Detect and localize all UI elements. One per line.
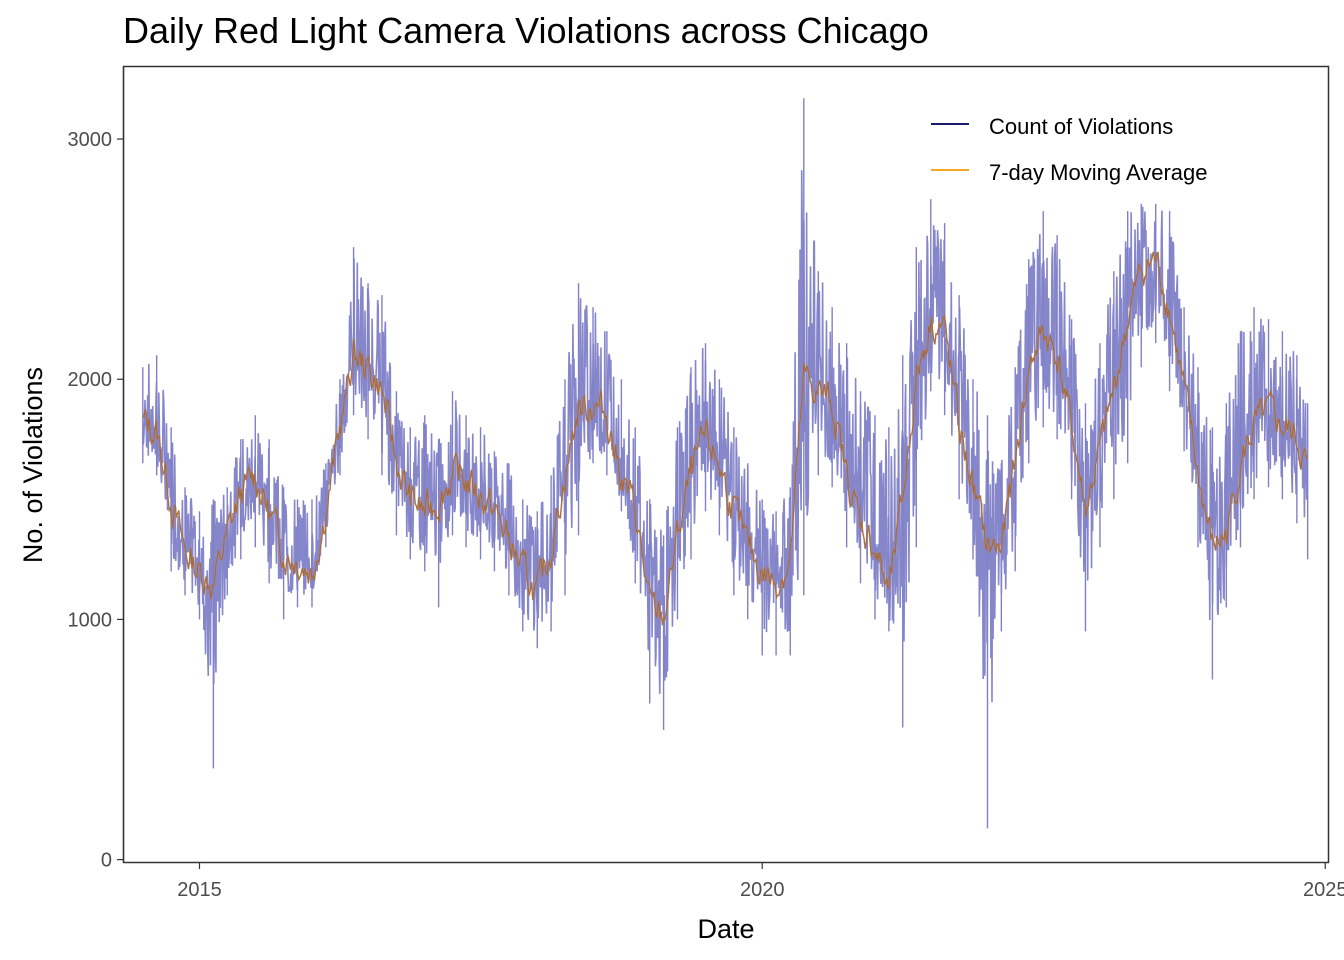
y-tick-label: 1000 bbox=[68, 609, 113, 631]
legend-label-average: 7-day Moving Average bbox=[989, 160, 1208, 185]
y-axis-label: No. of Violations bbox=[18, 367, 48, 563]
average-series-layer bbox=[142, 251, 1308, 626]
legend: Count of Violations 7-day Moving Average bbox=[931, 114, 1208, 185]
y-axis: 0 1000 2000 3000 bbox=[68, 67, 125, 872]
average-series-overlay bbox=[142, 251, 1308, 626]
x-tick-label: 2025 bbox=[1303, 879, 1344, 901]
chart-title: Daily Red Light Camera Violations across… bbox=[123, 10, 929, 51]
x-axis-label: Date bbox=[697, 914, 754, 944]
y-tick-label: 0 bbox=[101, 850, 112, 872]
count-series-line bbox=[142, 170, 1308, 703]
x-tick-label: 2020 bbox=[740, 879, 785, 901]
y-tick-label: 3000 bbox=[68, 129, 113, 151]
x-axis: 2015 2020 2025 bbox=[177, 862, 1344, 901]
legend-label-count: Count of Violations bbox=[989, 114, 1173, 139]
x-tick-label: 2015 bbox=[177, 879, 222, 901]
y-tick-label: 2000 bbox=[68, 369, 113, 391]
count-series-layer bbox=[142, 98, 1309, 829]
